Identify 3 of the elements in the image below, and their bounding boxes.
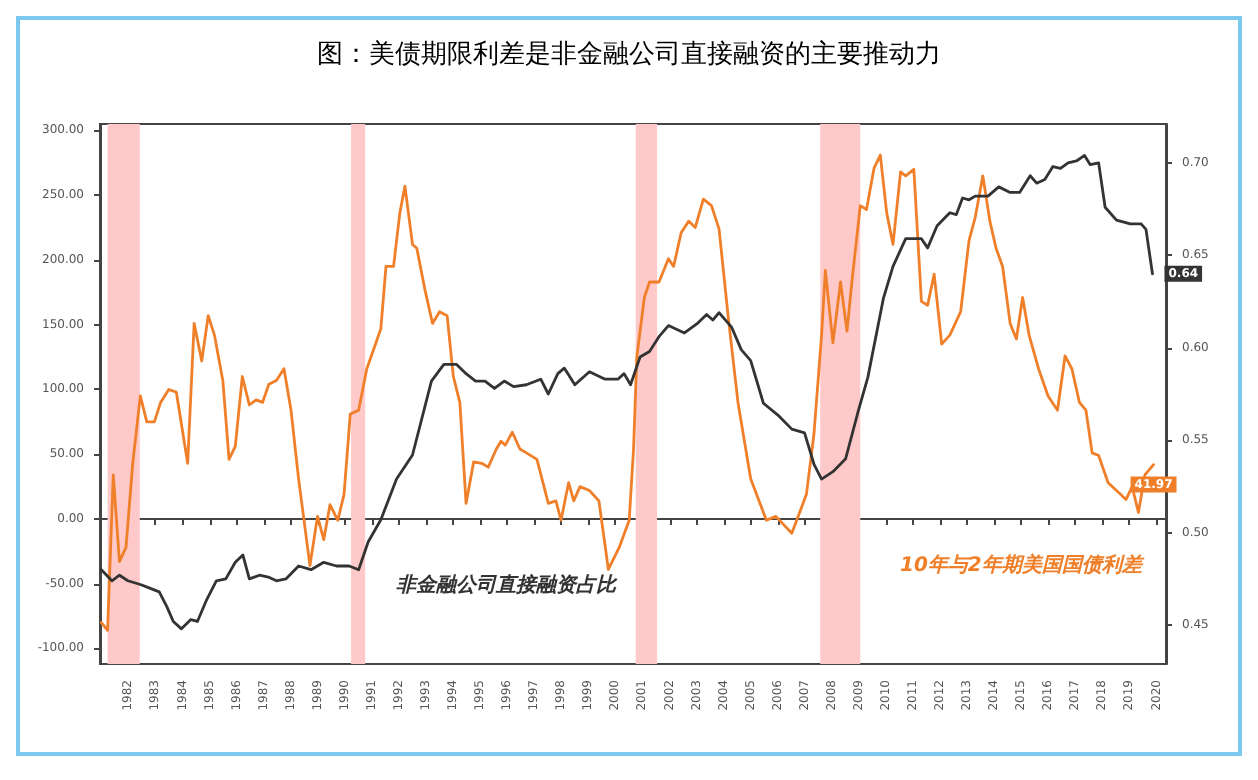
series-label: 非金融公司直接融资占比 [396, 573, 618, 597]
text: 10年与2年期美国国债利差 [900, 553, 1146, 577]
chart-title: 图：美债期限利差是非金融公司直接融资的主要推动力 [317, 38, 941, 70]
